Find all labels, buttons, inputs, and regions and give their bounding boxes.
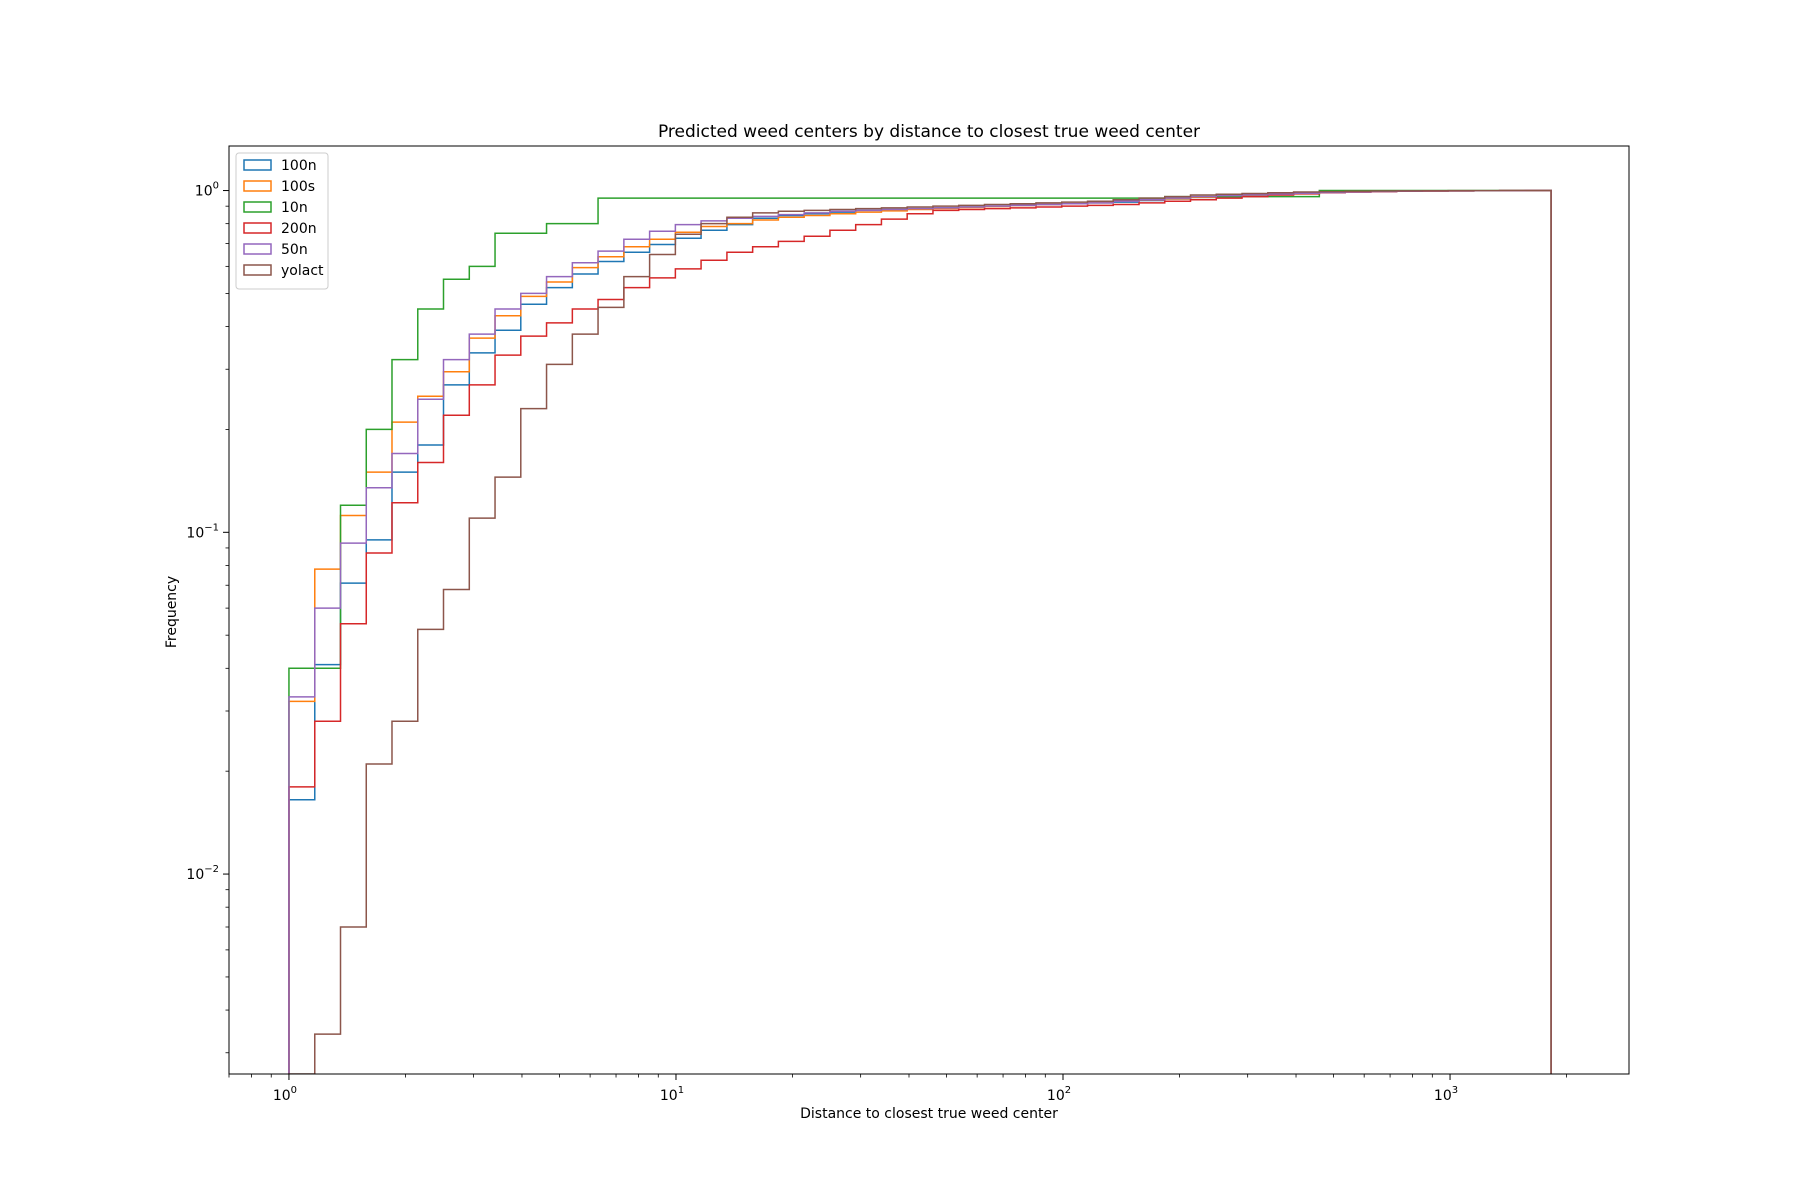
y-tick-exponent: −1 — [204, 522, 219, 533]
x-tick-exponent: 0 — [291, 1085, 297, 1096]
x-tick-base: 10 — [660, 1088, 678, 1104]
legend-label-200n: 200n — [281, 221, 317, 237]
series-line-yolact — [288, 189, 1552, 1074]
y-tick-base: 10 — [195, 184, 213, 200]
axes-frame — [228, 145, 1630, 1075]
x-tick-label: 103 — [1434, 1085, 1458, 1104]
legend-label-100n: 100n — [281, 158, 317, 174]
legend-swatch-200n — [243, 222, 272, 234]
x-tick-base: 10 — [1434, 1088, 1452, 1104]
legend-label-yolact: yolact — [281, 263, 324, 279]
x-tick-label: 102 — [1047, 1085, 1071, 1104]
series-group — [288, 189, 1552, 1074]
y-axis-label: Frequency — [164, 576, 180, 648]
x-tick-exponent: 3 — [1452, 1085, 1458, 1096]
y-tick-label: 10−2 — [186, 864, 219, 883]
legend-swatch-100n — [243, 159, 272, 171]
x-axis-label: Distance to closest true weed center — [800, 1106, 1058, 1122]
legend: 100n 100s 10n 200n 50n yolact — [235, 152, 329, 290]
x-tick-exponent: 1 — [678, 1085, 684, 1096]
plot-area: 100 101 102 10310−210−1100100n100s10n200n50… — [186, 145, 1630, 1104]
y-tick-base: 10 — [186, 867, 204, 883]
legend-swatch-10n — [243, 201, 272, 213]
y-tick-exponent: 0 — [213, 181, 219, 192]
x-tick-base: 10 — [1047, 1088, 1065, 1104]
legend-swatch-100s — [243, 180, 272, 192]
legend-swatch-yolact — [243, 264, 272, 276]
y-tick-exponent: −2 — [204, 864, 219, 875]
legend-label-10n: 10n — [281, 200, 308, 216]
legend-label-100s: 100s — [281, 179, 315, 195]
y-tick-label: 10−1 — [186, 522, 219, 541]
legend-box — [235, 152, 329, 290]
legend-swatch-50n — [243, 243, 272, 255]
x-tick-exponent: 2 — [1065, 1085, 1071, 1096]
chart-title: Predicted weed centers by distance to cl… — [658, 122, 1200, 142]
x-tick-label: 100 — [273, 1085, 297, 1104]
legend-label-50n: 50n — [281, 242, 308, 258]
y-tick-label: 100 — [195, 181, 219, 200]
x-tick-label: 101 — [660, 1085, 684, 1104]
x-tick-base: 10 — [273, 1088, 291, 1104]
y-tick-base: 10 — [186, 525, 204, 541]
